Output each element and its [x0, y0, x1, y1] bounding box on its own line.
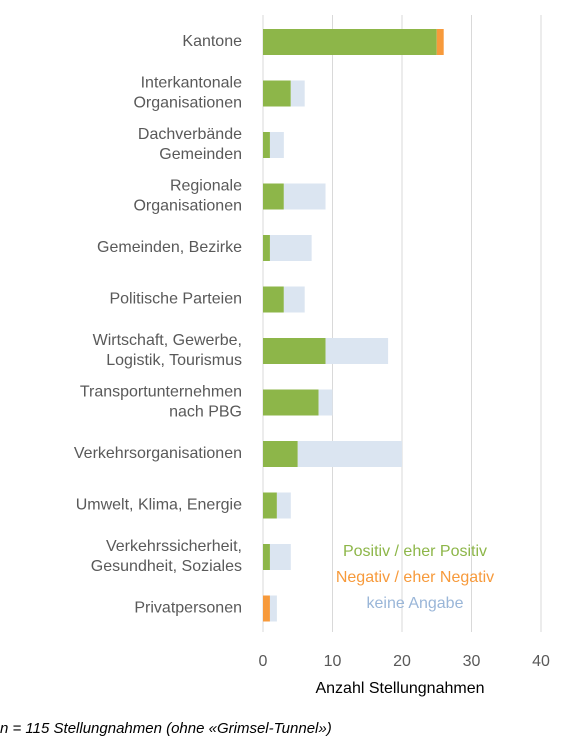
bar	[269, 132, 284, 158]
y-tick-label: Privatpersonen	[134, 600, 242, 617]
bar	[269, 544, 291, 570]
bar	[263, 441, 298, 467]
bar	[269, 235, 312, 261]
bar	[283, 183, 326, 210]
bar	[263, 286, 284, 313]
bar	[263, 389, 319, 416]
x-tick-label: 10	[324, 653, 342, 670]
y-tick-label: Umwelt, Klima, Energie	[76, 497, 242, 514]
bar	[436, 29, 444, 55]
y-tick-label: Politische Parteien	[109, 291, 242, 308]
bar	[318, 389, 333, 416]
bar	[263, 595, 270, 622]
bar	[263, 338, 326, 364]
y-tick-label: Dachverbände Gemeinden	[138, 126, 242, 163]
bar	[263, 492, 277, 519]
legend-entry: Positiv / eher Positiv	[343, 543, 487, 560]
bar	[263, 132, 270, 158]
x-tick-label: 20	[393, 653, 411, 670]
y-tick-label: Kantone	[182, 33, 242, 50]
bar	[269, 595, 277, 622]
bar	[283, 286, 305, 313]
legend-entry: keine Angabe	[367, 595, 464, 612]
bar	[263, 80, 291, 107]
y-tick-label: Verkehrssicherheit, Gesundheit, Soziales	[91, 538, 242, 575]
bar	[263, 29, 437, 55]
legend-entry: Negativ / eher Negativ	[336, 569, 494, 586]
bar	[290, 80, 305, 107]
y-tick-label: Interkantonale Organisationen	[133, 75, 242, 112]
y-tick-label: Wirtschaft, Gewerbe, Logistik, Tourismus	[93, 332, 242, 369]
y-tick-label: Verkehrsorganisationen	[74, 445, 242, 462]
bar	[263, 235, 270, 261]
y-tick-label: Transportunternehmen nach PBG	[80, 384, 242, 421]
bar	[325, 338, 389, 364]
x-tick-label: 40	[532, 653, 550, 670]
y-tick-label: Regionale Organisationen	[133, 178, 242, 215]
x-tick-label: 30	[463, 653, 481, 670]
note: n = 115 Stellungnahmen (ohne «Grimsel-Tu…	[0, 720, 332, 737]
x-axis-label: Anzahl Stellungnahmen	[315, 680, 484, 697]
bar	[263, 183, 284, 210]
bar	[297, 441, 402, 467]
bar	[276, 492, 291, 519]
x-tick-label: 0	[259, 653, 268, 670]
y-tick-label: Gemeinden, Bezirke	[97, 239, 242, 256]
bar	[263, 544, 270, 570]
